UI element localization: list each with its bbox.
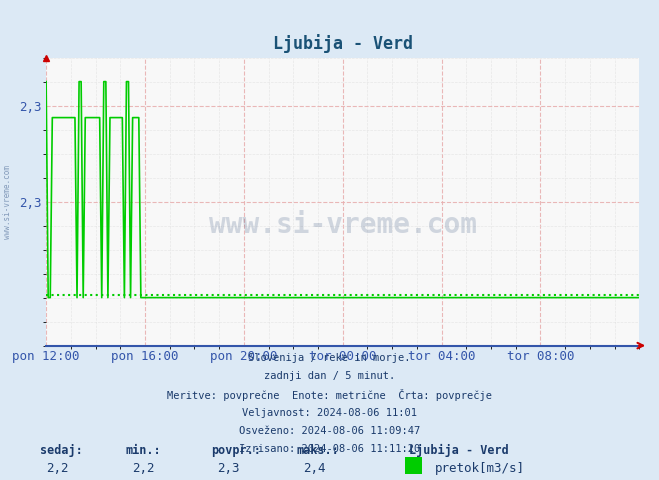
Text: pretok[m3/s]: pretok[m3/s] bbox=[435, 462, 525, 475]
Text: maks.:: maks.: bbox=[297, 444, 339, 457]
Text: zadnji dan / 5 minut.: zadnji dan / 5 minut. bbox=[264, 371, 395, 381]
Title: Ljubija - Verd: Ljubija - Verd bbox=[273, 34, 413, 53]
Text: 2,2: 2,2 bbox=[46, 462, 69, 475]
Text: Meritve: povprečne  Enote: metrične  Črta: povprečje: Meritve: povprečne Enote: metrične Črta:… bbox=[167, 389, 492, 401]
Text: Slovenija / reke in morje.: Slovenija / reke in morje. bbox=[248, 353, 411, 363]
Text: Izrisano: 2024-08-06 11:11:20: Izrisano: 2024-08-06 11:11:20 bbox=[239, 444, 420, 454]
Text: Osveženo: 2024-08-06 11:09:47: Osveženo: 2024-08-06 11:09:47 bbox=[239, 426, 420, 436]
Text: min.:: min.: bbox=[125, 444, 161, 457]
Text: Ljubija - Verd: Ljubija - Verd bbox=[409, 444, 508, 457]
Text: sedaj:: sedaj: bbox=[40, 444, 82, 457]
Text: www.si-vreme.com: www.si-vreme.com bbox=[209, 211, 476, 239]
Text: Veljavnost: 2024-08-06 11:01: Veljavnost: 2024-08-06 11:01 bbox=[242, 408, 417, 418]
Text: 2,2: 2,2 bbox=[132, 462, 154, 475]
Text: 2,3: 2,3 bbox=[217, 462, 240, 475]
Text: www.si-vreme.com: www.si-vreme.com bbox=[3, 165, 13, 239]
Text: povpr.:: povpr.: bbox=[211, 444, 261, 457]
Text: 2,4: 2,4 bbox=[303, 462, 326, 475]
